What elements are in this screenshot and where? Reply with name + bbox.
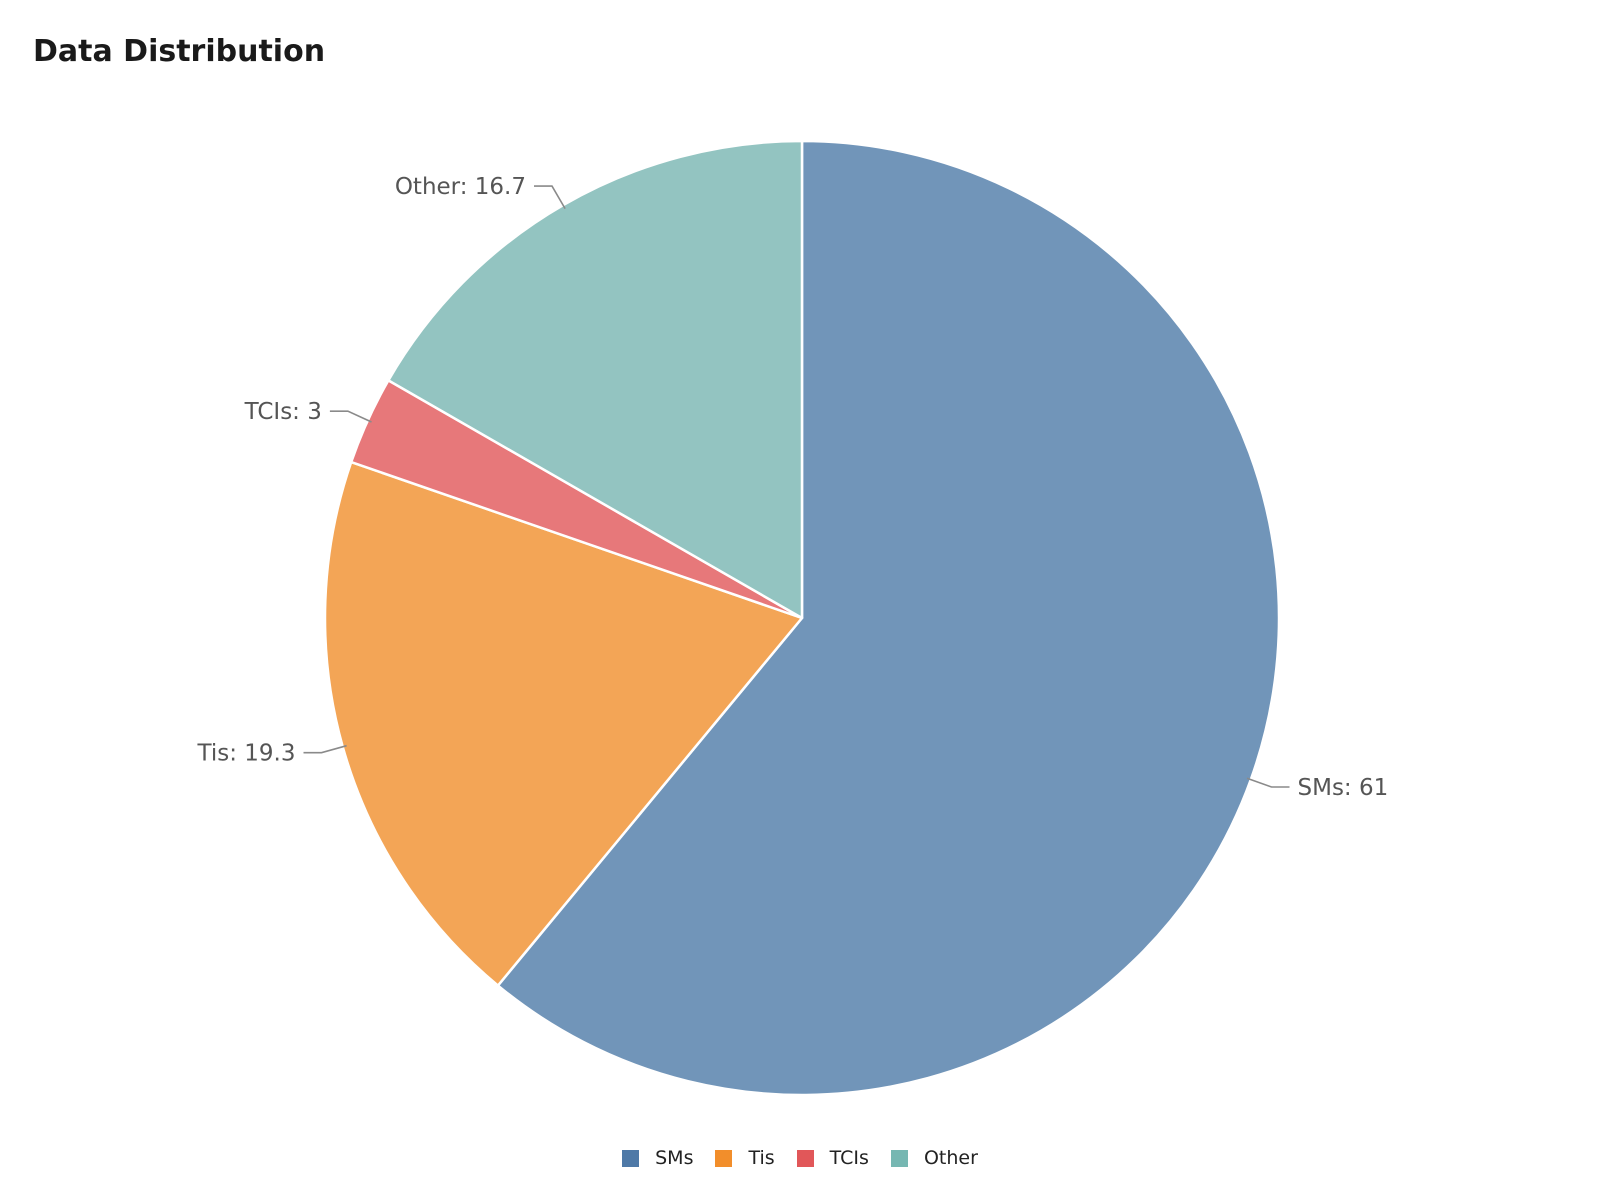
legend-label: Other <box>923 1147 978 1169</box>
legend-item-tis[interactable]: Tis <box>715 1147 775 1169</box>
legend-swatch <box>796 1149 814 1167</box>
chart-title: Data Distribution <box>33 34 326 69</box>
slice-label-sms: SMs: 61 <box>1298 775 1389 801</box>
legend-swatch <box>890 1149 908 1167</box>
leader-line-tcis <box>329 410 372 423</box>
legend-item-sms[interactable]: SMs <box>622 1147 693 1169</box>
legend: SMs Tis TCIs Other <box>0 1147 1600 1169</box>
legend-swatch <box>622 1149 640 1167</box>
slice-label-tcis: TCIs: 3 <box>244 399 322 425</box>
legend-label: SMs <box>655 1147 694 1169</box>
legend-item-tcis[interactable]: TCIs <box>796 1147 869 1169</box>
leader-line-other <box>534 185 566 210</box>
pie-slices <box>323 139 1281 1097</box>
legend-label: TCIs <box>829 1147 869 1169</box>
pie-labels: SMs: 61 Tis: 19.3 TCIs: 3 Other: 16.7 <box>197 174 1389 801</box>
slice-label-other: Other: 16.7 <box>395 174 526 200</box>
legend-swatch <box>715 1149 733 1167</box>
legend-label: Tis <box>748 1147 775 1169</box>
leader-line-sms <box>1246 777 1290 788</box>
slice-label-tis: Tis: 19.3 <box>197 741 296 767</box>
pie-leader-lines <box>303 185 1290 788</box>
legend-item-other[interactable]: Other <box>890 1147 978 1169</box>
leader-line-tis <box>303 744 347 754</box>
